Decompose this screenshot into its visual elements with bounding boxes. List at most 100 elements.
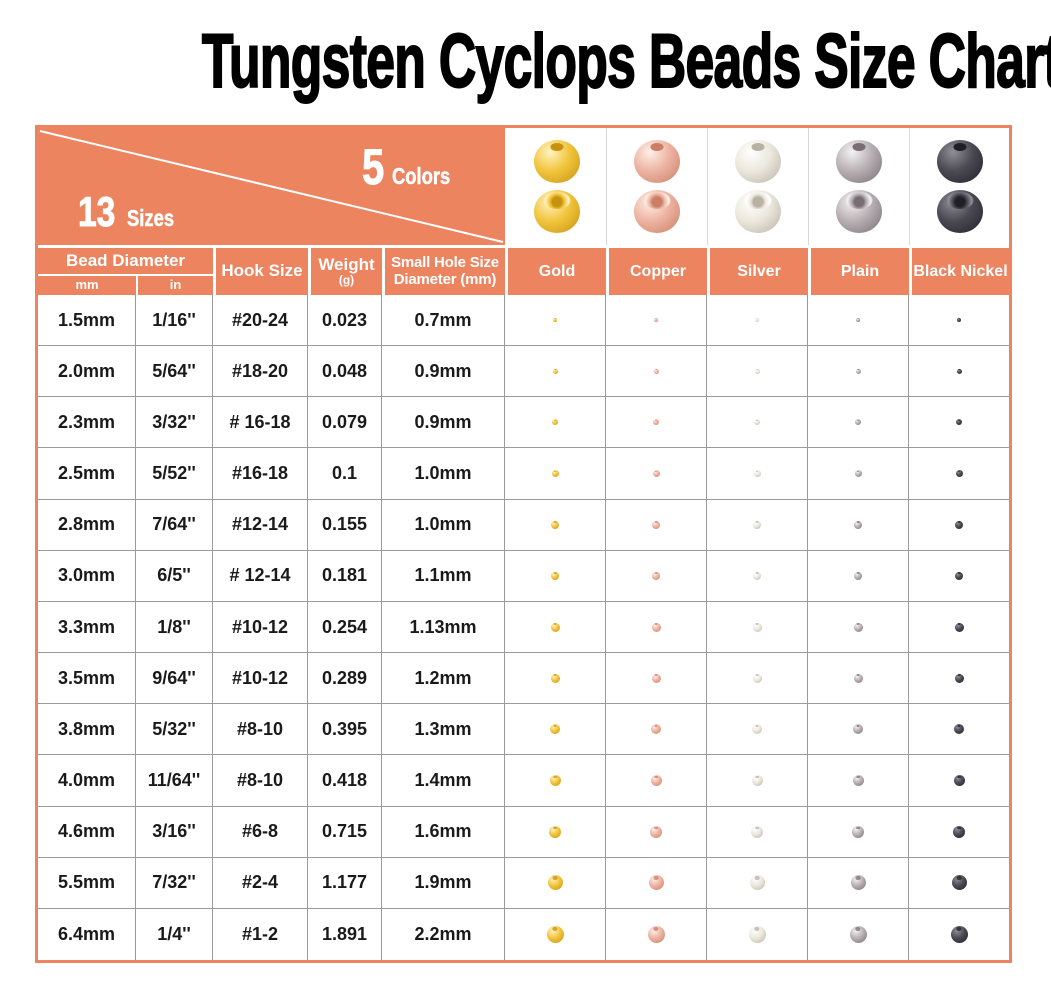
sizes-count-callout: 13 Sizes xyxy=(78,190,186,233)
cell-diameter-mm: 3.5mm xyxy=(38,653,136,705)
bead-dot-plain xyxy=(853,673,863,683)
bead-dot-gold xyxy=(552,368,558,374)
bead-hole xyxy=(550,143,564,151)
bead-dot-black-nickel xyxy=(953,825,965,838)
bead-dot-hole xyxy=(755,470,759,473)
bead-dot-hole xyxy=(653,876,659,880)
bead-dot-hole xyxy=(654,623,658,626)
bead-dot-hole xyxy=(553,826,557,830)
bead-hole xyxy=(543,192,571,209)
gold-bead-image xyxy=(534,190,580,233)
header-bead-diameter-group: Bead Diameter mm in xyxy=(38,245,213,295)
cell-bead-dot-gold xyxy=(505,908,606,961)
cell-bead-dot-silver xyxy=(707,448,808,500)
bead-dot-hole xyxy=(554,369,556,371)
cell-weight: 0.715 xyxy=(308,806,382,858)
bead-dot-silver xyxy=(754,419,760,426)
bead-dot-hole xyxy=(655,419,657,422)
bead-dot-silver xyxy=(751,774,763,786)
bead-hole xyxy=(946,192,973,209)
cell-bead-dot-silver xyxy=(707,755,808,807)
table-row: 5.5mm 7/32'' #2-4 1.177 1.9mm xyxy=(38,857,1009,909)
bead-dot-hole xyxy=(756,369,758,371)
bead-dot-copper xyxy=(652,470,660,478)
bead-dot-plain xyxy=(856,318,860,323)
bead-dot-black-nickel xyxy=(954,724,964,735)
bead-dot-hole xyxy=(856,775,860,779)
bead-dot-black-nickel xyxy=(957,318,961,323)
gold-bead-image xyxy=(534,140,580,183)
cell-bead-dot-silver xyxy=(707,499,808,551)
cell-bead-dot-gold xyxy=(505,346,606,398)
cell-hook-size: # 16-18 xyxy=(213,397,308,449)
cell-bead-dot-copper xyxy=(606,704,707,756)
bead-dot-hole xyxy=(654,674,658,677)
cell-bead-dot-gold xyxy=(505,295,606,347)
bead-dot-hole xyxy=(957,725,961,728)
bead-hole xyxy=(751,143,765,151)
cell-diameter-in: 5/64'' xyxy=(136,346,213,398)
bead-dot-hole xyxy=(755,725,759,728)
bead-dot-hole xyxy=(957,775,961,779)
table-row: 3.0mm 6/5'' # 12-14 0.181 1.1mm xyxy=(38,550,1009,602)
cell-diameter-in: 5/32'' xyxy=(136,704,213,756)
bead-dot-hole xyxy=(553,674,557,677)
cell-bead-dot-plain xyxy=(808,908,909,961)
cell-bead-dot-plain xyxy=(808,806,909,858)
black-nickel-bead-image xyxy=(936,140,983,183)
bead-dot-silver xyxy=(749,875,765,891)
cell-hook-size: #16-18 xyxy=(213,448,308,500)
bead-dot-hole xyxy=(655,318,657,320)
cell-bead-dot-black-nickel xyxy=(909,807,1009,858)
cell-bead-dot-plain xyxy=(808,857,909,909)
cell-bead-dot-gold xyxy=(505,704,606,756)
cell-bead-dot-copper xyxy=(606,346,707,398)
bead-dot-hole xyxy=(855,876,861,880)
cell-hole-size: 1.0mm xyxy=(382,448,505,500)
bead-dot-gold xyxy=(551,520,559,529)
cell-diameter-mm: 5.5mm xyxy=(38,857,136,909)
bead-dot-silver xyxy=(753,470,761,478)
header-small-hole-line1: Small Hole Size xyxy=(391,254,499,271)
bead-dot-hole xyxy=(655,369,657,371)
cell-bead-dot-plain xyxy=(808,755,909,807)
bead-hole xyxy=(650,143,664,151)
cell-diameter-in: 1/16'' xyxy=(136,295,213,347)
bead-dot-hole xyxy=(957,470,961,473)
cell-weight: 0.048 xyxy=(308,346,382,398)
cell-hole-size: 1.4mm xyxy=(382,755,505,807)
bead-dot-black-nickel xyxy=(956,419,962,426)
cell-diameter-mm: 2.3mm xyxy=(38,397,136,449)
cell-bead-dot-copper xyxy=(606,448,707,500)
bead-dot-hole xyxy=(856,623,860,626)
bead-dot-hole xyxy=(856,572,860,575)
header-color-silver: Silver xyxy=(707,245,808,295)
cell-bead-dot-silver xyxy=(707,806,808,858)
cell-bead-dot-copper xyxy=(606,857,707,909)
bead-hole xyxy=(744,192,772,209)
cell-bead-dot-plain xyxy=(808,601,909,654)
bead-dot-hole xyxy=(755,826,759,830)
cell-hole-size: 0.9mm xyxy=(382,346,505,398)
plain-bead-image xyxy=(836,140,882,183)
cell-weight: 0.418 xyxy=(308,755,382,807)
cell-diameter-mm: 3.3mm xyxy=(38,601,136,654)
page-title-text: Tungsten Cyclops Beads Size Chart xyxy=(201,19,1051,104)
bead-dot-hole xyxy=(857,419,859,422)
cell-bead-dot-plain xyxy=(808,295,909,347)
table-row: 3.8mm 5/32'' #8-10 0.395 1.3mm xyxy=(38,704,1009,756)
cell-bead-dot-silver xyxy=(707,346,808,398)
cell-hole-size: 1.3mm xyxy=(382,704,505,756)
bead-dot-hole xyxy=(756,318,758,320)
cell-bead-dot-plain xyxy=(808,448,909,500)
colors-count-callout: 5 Colors xyxy=(362,142,465,193)
table-header-row: Bead Diameter mm in Hook Size Weight (g)… xyxy=(38,245,1009,295)
cell-bead-dot-black-nickel xyxy=(909,500,1009,551)
bead-dot-hole xyxy=(654,572,658,575)
cell-bead-dot-plain xyxy=(808,704,909,756)
bead-dot-silver xyxy=(751,825,763,838)
cell-weight: 0.079 xyxy=(308,397,382,449)
bead-dot-hole xyxy=(958,369,960,371)
cell-hook-size: #10-12 xyxy=(213,601,308,654)
bead-dot-silver xyxy=(752,724,762,735)
